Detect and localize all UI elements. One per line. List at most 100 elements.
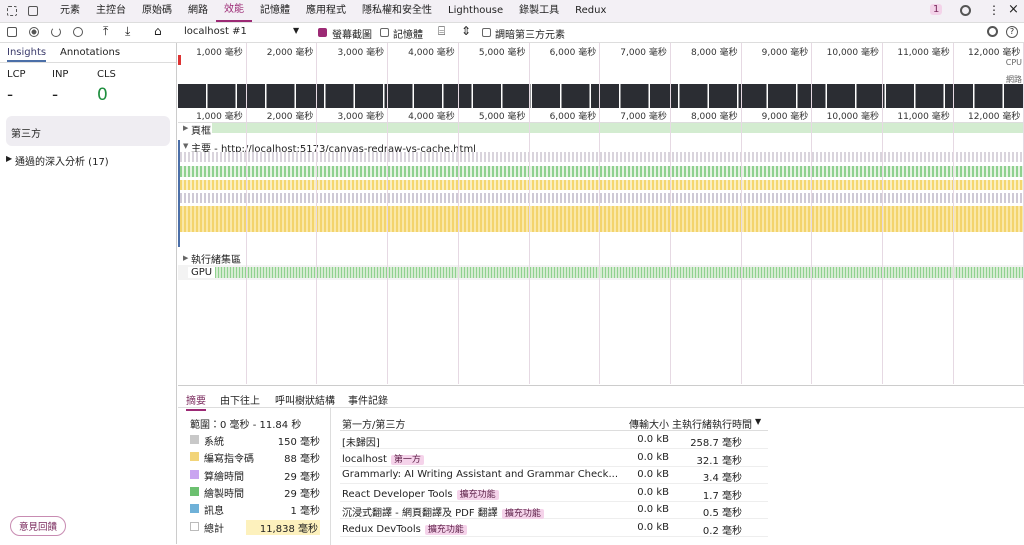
sidebar-tab[interactable]: Insights — [7, 47, 47, 62]
grid-line — [528, 43, 530, 384]
entity-tag: 擴充功能 — [424, 524, 467, 535]
device-icon[interactable] — [28, 6, 38, 16]
legend-swatch — [190, 504, 199, 514]
dim-checkbox[interactable] — [482, 28, 491, 37]
summary-value: 29 毫秒 — [284, 488, 320, 500]
expand-arrow[interactable]: ▶ — [183, 124, 189, 132]
panel-tab[interactable]: Redux — [575, 5, 607, 16]
bottom-panel: 範圍：0 毫秒 - 11.84 秒 摘要 由下往上 呼叫樹狀結構 事件記錄 系統 150 … — [178, 385, 1024, 545]
more-icon[interactable]: ⋮ — [988, 3, 1000, 17]
entity-tag: 第一方 — [390, 454, 424, 465]
passed-insights[interactable]: 通過的深入分析 (17) — [15, 157, 109, 168]
memory-label: 記憶體 — [393, 30, 423, 41]
table-header[interactable]: 第一方/第三方 — [342, 420, 406, 431]
collapse-button[interactable]: ⇕ — [461, 24, 472, 38]
target-select[interactable]: localhost #1 — [184, 26, 247, 37]
screenshots-checkbox[interactable] — [318, 28, 327, 37]
table-header[interactable]: 傳輸大小 — [629, 420, 669, 431]
transfer-size: 0.0 kB — [637, 469, 669, 480]
close-icon[interactable]: × — [1008, 2, 1019, 17]
overview-tick: 1,000 毫秒 — [196, 48, 243, 58]
record-button[interactable] — [29, 27, 39, 37]
ruler-tick: 6,000 毫秒 — [549, 112, 597, 122]
toolbar: ⤒ ⤓ ⌂ localhost #1 ▼ 螢幕截圖 記憶體 ⌸ ⇕ 調暗第三方元… — [0, 23, 1024, 43]
grid-line — [316, 43, 318, 384]
third-party-card[interactable]: 第三方 — [6, 116, 170, 146]
panel-tab[interactable]: 主控台 — [96, 5, 126, 16]
settings-icon[interactable] — [960, 5, 971, 16]
sidebar-tab[interactable]: Annotations — [60, 47, 121, 58]
bottom-tab[interactable]: 由下往上 — [220, 396, 260, 407]
ruler-tick: 7,000 毫秒 — [620, 112, 667, 122]
bottom-tab[interactable]: 摘要 — [186, 392, 206, 411]
help-button[interactable]: ? — [1006, 26, 1018, 38]
entity-name: 沉浸式翻譯 - 網頁翻譯及 PDF 翻譯 擴充功能 — [342, 504, 544, 519]
range-label: 範圍：0 毫秒 - 11.84 秒 — [190, 420, 302, 431]
ruler-tick: 5,000 毫秒 — [478, 112, 526, 122]
summary-label: 訊息 — [204, 506, 224, 518]
gc-button[interactable]: ⌸ — [438, 24, 446, 38]
feedback-label: 意見回饋 — [19, 522, 58, 533]
dim-label: 調暗第三方元素 — [495, 30, 565, 41]
legend-swatch — [190, 435, 199, 444]
home-button[interactable]: ⌂ — [154, 24, 162, 38]
table-row[interactable]: Redux DevTools 擴充功能 0.0 kB 0.2 毫秒 — [340, 519, 768, 537]
divider — [178, 407, 1024, 408]
panel-tab[interactable]: 記憶體 — [260, 5, 290, 16]
panel-tab[interactable]: 錄製工具 — [519, 5, 560, 16]
panel-tab[interactable]: 元素 — [60, 5, 80, 16]
frames-bar — [212, 123, 1024, 133]
inspect-icon[interactable] — [7, 6, 17, 16]
overview-tick: 11,000 毫秒 — [897, 48, 950, 58]
clear-button[interactable] — [73, 27, 83, 37]
sidebar-toggle[interactable] — [7, 27, 17, 37]
table-row[interactable]: 沉浸式翻譯 - 網頁翻譯及 PDF 翻譯 擴充功能 0.0 kB 0.5 毫秒 — [340, 501, 768, 519]
panel-tabs: 元素 主控台 原始碼 網路 效能 記憶體 應用程式 隱私權和安全性 Lighthouse 錄製工具… — [52, 0, 614, 22]
grid-line — [457, 43, 459, 384]
collapse-arrow[interactable]: ▼ — [183, 142, 189, 150]
panel-tab[interactable]: 隱私權和安全性 — [362, 5, 432, 16]
summary-label: 繪製時間 — [204, 488, 244, 500]
table-row[interactable]: Grammarly: AI Writing Assistant and Gram… — [340, 466, 768, 484]
feedback-button[interactable]: 意見回饋 — [10, 516, 67, 536]
bottom-tab[interactable]: 呼叫樹狀結構 — [275, 396, 335, 407]
table-row[interactable]: localhost 第一方 0.0 kB 32.1 毫秒 — [340, 449, 768, 467]
overview-tick: 6,000 毫秒 — [549, 48, 597, 58]
metric-label: INP — [52, 69, 69, 80]
entity-name: Redux DevTools 擴充功能 — [342, 522, 467, 535]
thread-pool-track[interactable]: 執行緒集區 — [191, 255, 241, 266]
overview-tick: 4,000 毫秒 — [408, 48, 455, 58]
table-row[interactable]: [未歸因] 0.0 kB 258.7 毫秒 — [340, 431, 768, 449]
issues-badge[interactable]: 1 — [930, 4, 943, 15]
capture-settings[interactable] — [987, 26, 998, 37]
expand-arrow[interactable]: ▶ — [183, 254, 189, 262]
download-button[interactable]: ⤓ — [125, 24, 131, 38]
panel-tab[interactable]: 效能 — [216, 0, 252, 22]
ruler-tick: 11,000 毫秒 — [897, 112, 950, 122]
table-header[interactable]: 主執行緒執行時間 — [672, 420, 752, 431]
grid-line — [882, 43, 883, 384]
tab-bar: 元素 主控台 原始碼 網路 效能 記憶體 應用程式 隱私權和安全性 Lighthouse 錄製工具… — [0, 0, 1024, 23]
expand-arrow[interactable]: ▶ — [6, 154, 13, 163]
entity-name: [未歸因] — [342, 434, 380, 449]
panel-tab[interactable]: 應用程式 — [306, 5, 346, 16]
table-row[interactable]: React Developer Tools 擴充功能 0.0 kB 1.7 毫秒 — [340, 484, 768, 502]
upload-button[interactable]: ⤒ — [103, 24, 109, 38]
memory-checkbox[interactable] — [380, 28, 389, 37]
frames-track[interactable]: 頁框 — [191, 126, 211, 137]
reload-button[interactable] — [51, 27, 61, 37]
panel-tab[interactable]: Lighthouse — [448, 5, 504, 16]
main-thread-time: 32.1 毫秒 — [696, 455, 742, 467]
main-track[interactable]: 主要 - http://localhost:5173/canvas-redraw… — [191, 144, 476, 155]
ruler-tick: 4,000 毫秒 — [408, 112, 455, 122]
bottom-tab[interactable]: 事件記錄 — [348, 396, 388, 407]
summary-label: 系統 — [204, 437, 224, 448]
entity-text: localhost — [342, 453, 387, 465]
panel-tab[interactable]: 網路 — [188, 5, 208, 16]
panel-tab[interactable]: 原始碼 — [142, 5, 172, 16]
divider — [340, 430, 768, 431]
gpu-track[interactable]: GPU — [188, 267, 216, 278]
main-selected — [178, 140, 180, 247]
transfer-size: 0.0 kB — [637, 451, 669, 463]
